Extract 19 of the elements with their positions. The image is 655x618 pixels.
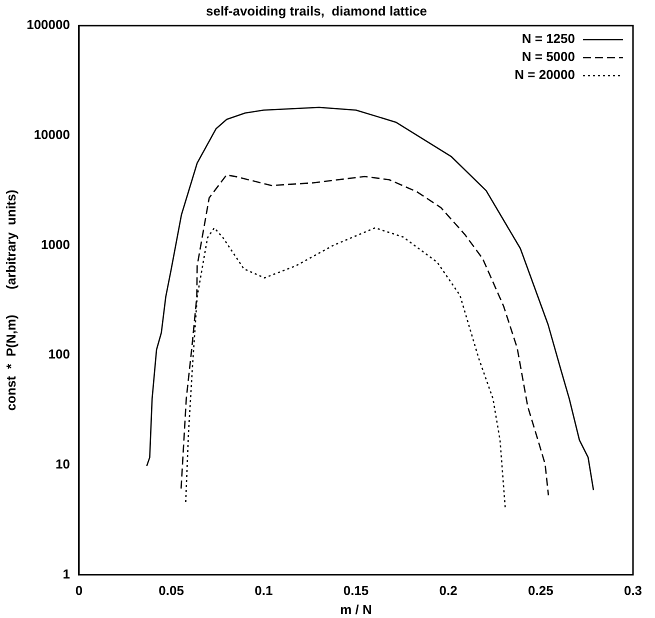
x-tick-label: 0	[75, 583, 83, 598]
y-tick-label: 100000	[26, 17, 70, 32]
y-tick-label: 100	[48, 346, 70, 362]
x-tick-label: 0.3	[624, 583, 642, 598]
x-tick-label: 0.05	[158, 583, 184, 598]
legend-label: N = 20000	[514, 67, 575, 82]
x-tick-label: 0.15	[343, 583, 369, 598]
y-tick-label: 10000	[34, 127, 70, 142]
x-axis-title: m / N	[340, 602, 372, 617]
chart-title: self-avoiding trails, diamond lattice	[206, 3, 428, 18]
x-tick-label: 0.25	[528, 583, 554, 598]
y-axis-title: const * P(N,m) (arbitrary units)	[3, 190, 18, 411]
legend-label: N = 5000	[522, 49, 575, 64]
x-tick-label: 0.1	[254, 583, 273, 598]
x-tick-label: 0.2	[439, 583, 458, 598]
y-tick-label: 1000	[41, 236, 70, 252]
legend-label: N = 1250	[522, 31, 575, 46]
y-tick-label: 1	[62, 566, 70, 582]
y-tick-label: 10	[56, 456, 70, 472]
